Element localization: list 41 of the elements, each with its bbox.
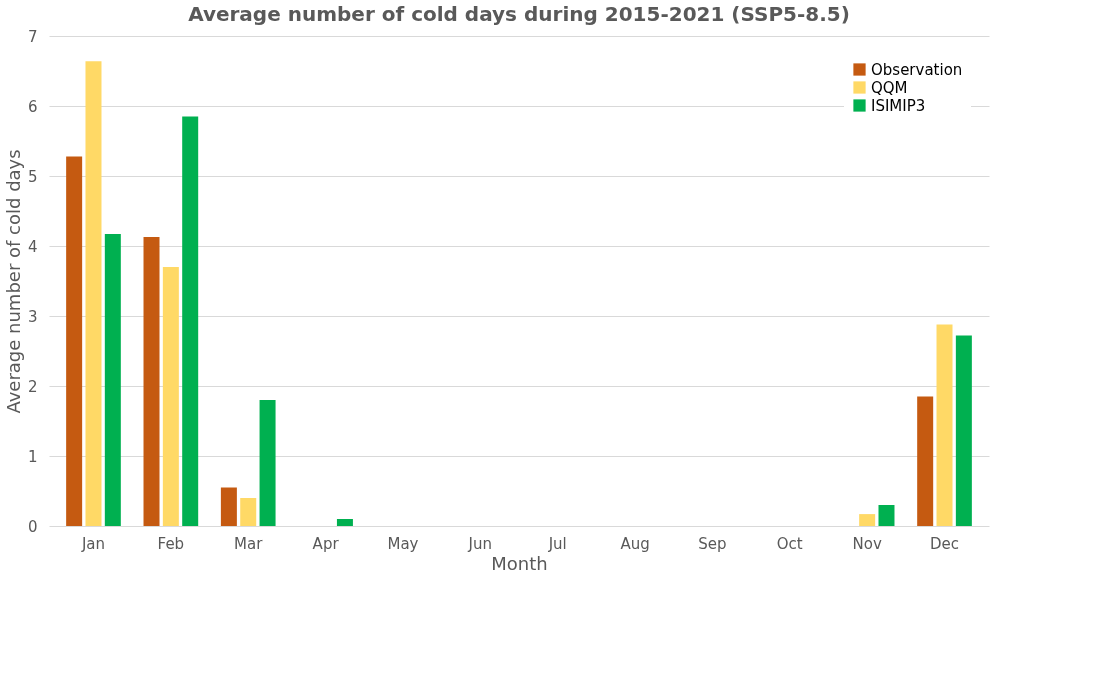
bar	[66, 156, 83, 526]
y-axis-title: Average number of cold days	[2, 149, 24, 414]
bar	[104, 234, 121, 526]
bar	[336, 519, 353, 526]
x-tick-label: Aug	[620, 534, 650, 553]
legend-label: ISIMIP3	[871, 96, 926, 115]
bar	[143, 236, 160, 526]
bar	[878, 505, 895, 526]
y-tick-label: 2	[27, 377, 38, 396]
x-tick-label: Oct	[776, 534, 803, 553]
x-tick-label: Jan	[80, 534, 106, 553]
y-tick-label: 1	[27, 447, 38, 466]
x-tick-label: Apr	[312, 534, 340, 553]
y-tick-label: 7	[27, 27, 38, 46]
bar	[955, 335, 972, 526]
legend-label: QQM	[871, 78, 908, 97]
bar	[259, 400, 276, 526]
bar	[859, 514, 876, 526]
x-tick-label: Jun	[467, 534, 493, 553]
y-tick-label: 0	[27, 517, 38, 536]
x-tick-label: Feb	[157, 534, 185, 553]
x-tick-label: Dec	[930, 534, 960, 553]
x-tick-label: May	[387, 534, 419, 553]
y-tick-label: 5	[27, 167, 38, 186]
x-tick-label: Mar	[234, 534, 264, 553]
legend-label: Observation	[871, 60, 963, 79]
bar	[917, 396, 934, 526]
bar	[85, 61, 102, 526]
bar	[220, 487, 237, 526]
bar	[162, 267, 179, 526]
x-tick-label: Sep	[698, 534, 727, 553]
y-tick-label: 6	[27, 97, 38, 116]
bar	[936, 324, 953, 526]
y-tick-label: 4	[27, 237, 38, 256]
x-tick-label: Nov	[852, 534, 882, 553]
bar	[182, 116, 199, 526]
chart-title: Average number of cold days during 2015-2021 (SSP5-8.5)	[188, 2, 850, 26]
x-axis-title: Month	[491, 552, 548, 574]
y-tick-label: 3	[27, 307, 38, 326]
bar	[240, 498, 257, 526]
x-tick-label: Jul	[547, 534, 567, 553]
